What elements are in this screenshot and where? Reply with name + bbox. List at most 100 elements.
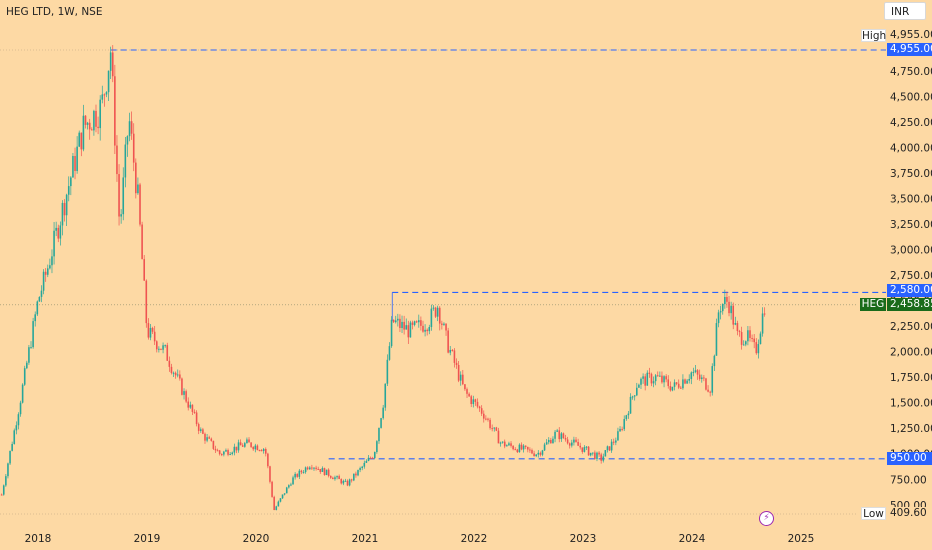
candle-body xyxy=(424,329,426,332)
candle-body xyxy=(615,440,617,443)
candle-body xyxy=(195,412,198,425)
candle-body xyxy=(497,430,500,444)
candle-body xyxy=(675,382,678,384)
candle-body xyxy=(487,418,489,420)
candle-body xyxy=(575,439,577,442)
candle-body xyxy=(216,450,219,452)
candle-body xyxy=(562,433,565,439)
candle-body xyxy=(474,399,477,402)
candle-body xyxy=(738,331,741,333)
candle-body xyxy=(143,259,146,281)
candle-body xyxy=(114,76,116,146)
candle-body xyxy=(95,110,97,127)
candle-body xyxy=(321,468,324,472)
candle-body xyxy=(26,362,28,369)
candle-body xyxy=(176,374,179,376)
candle-body xyxy=(0,494,3,496)
candle-body xyxy=(409,322,412,338)
y-tick-label: 4,000.00 xyxy=(890,142,932,154)
candle-body xyxy=(403,321,405,330)
candle-body xyxy=(252,446,255,450)
y-tick-label: 3,250.00 xyxy=(890,219,932,231)
candle-body xyxy=(432,307,435,309)
candle-body xyxy=(426,329,428,332)
candle-body xyxy=(682,379,684,389)
candle-body xyxy=(755,342,758,354)
candle-body xyxy=(747,330,749,342)
last-price-tag: 2,458.85 xyxy=(887,298,932,311)
y-tick-label: 2,000.00 xyxy=(890,347,932,359)
candle-body xyxy=(751,337,753,339)
candle-body xyxy=(155,341,158,350)
symbol-title: HEG LTD, 1W, NSE xyxy=(6,6,103,18)
candle-body xyxy=(711,366,714,393)
candle-body xyxy=(390,319,393,347)
candle-body xyxy=(680,387,682,389)
y-tick-label: 2,250.00 xyxy=(890,321,932,333)
currency-selector[interactable]: INR xyxy=(884,2,926,20)
candle-body xyxy=(732,305,735,325)
candle-body xyxy=(151,327,154,332)
candle-body xyxy=(493,427,496,429)
candle-body xyxy=(61,202,64,226)
candle-body xyxy=(380,418,382,428)
candle-body xyxy=(413,321,416,325)
candle-body xyxy=(625,415,628,420)
y-tick-label: 4,750.00 xyxy=(890,66,932,78)
candle-body xyxy=(346,480,349,486)
candle-body xyxy=(411,322,414,325)
candle-body xyxy=(23,368,26,385)
x-tick-label: 2022 xyxy=(461,533,488,545)
candle-body xyxy=(694,370,697,372)
candle-body xyxy=(118,174,120,217)
support-tag[interactable]: 950.00 xyxy=(887,452,932,465)
candle-body xyxy=(550,439,552,444)
candle-body xyxy=(728,301,730,314)
candle-body xyxy=(336,476,338,478)
candle-body xyxy=(742,344,745,346)
candle-body xyxy=(262,448,265,451)
candle-body xyxy=(753,338,755,343)
candle-body xyxy=(72,156,74,178)
candle-body xyxy=(86,122,89,125)
candle-body xyxy=(206,437,208,441)
candle-body xyxy=(17,414,20,426)
candle-body xyxy=(707,389,709,392)
candle-body xyxy=(646,372,649,386)
candle-body xyxy=(539,452,542,455)
candle-body xyxy=(608,446,611,451)
candle-body xyxy=(443,323,445,325)
candle-body xyxy=(82,115,85,150)
candle-body xyxy=(438,307,441,324)
candle-body xyxy=(359,468,361,471)
x-tick-label: 2020 xyxy=(243,533,270,545)
candle-body xyxy=(59,225,62,239)
candle-body xyxy=(405,325,408,330)
high-line-tag[interactable]: 4,955.00 xyxy=(887,43,932,56)
candle-body xyxy=(428,327,431,332)
candle-body xyxy=(273,496,275,511)
candle-body xyxy=(116,145,118,175)
candle-body xyxy=(661,375,663,383)
candle-body xyxy=(15,425,18,431)
candle-body xyxy=(168,360,171,367)
candle-body xyxy=(350,479,353,481)
candle-body xyxy=(394,320,397,323)
candle-body xyxy=(376,441,378,452)
candle-body xyxy=(292,477,294,485)
candle-body xyxy=(5,476,7,486)
candle-body xyxy=(283,493,286,495)
candle-body xyxy=(659,375,661,377)
candle-body xyxy=(369,457,372,459)
lightning-icon[interactable]: ⚡ xyxy=(759,511,774,526)
candle-body xyxy=(319,468,322,472)
candle-body xyxy=(455,362,458,365)
resistance-tag[interactable]: 2,580.00 xyxy=(887,284,932,297)
candle-body xyxy=(382,407,384,419)
candle-body xyxy=(158,348,160,350)
candle-body xyxy=(34,314,37,322)
candle-body xyxy=(715,323,718,356)
candle-body xyxy=(241,445,244,447)
y-tick-label: 4,500.00 xyxy=(890,91,932,103)
